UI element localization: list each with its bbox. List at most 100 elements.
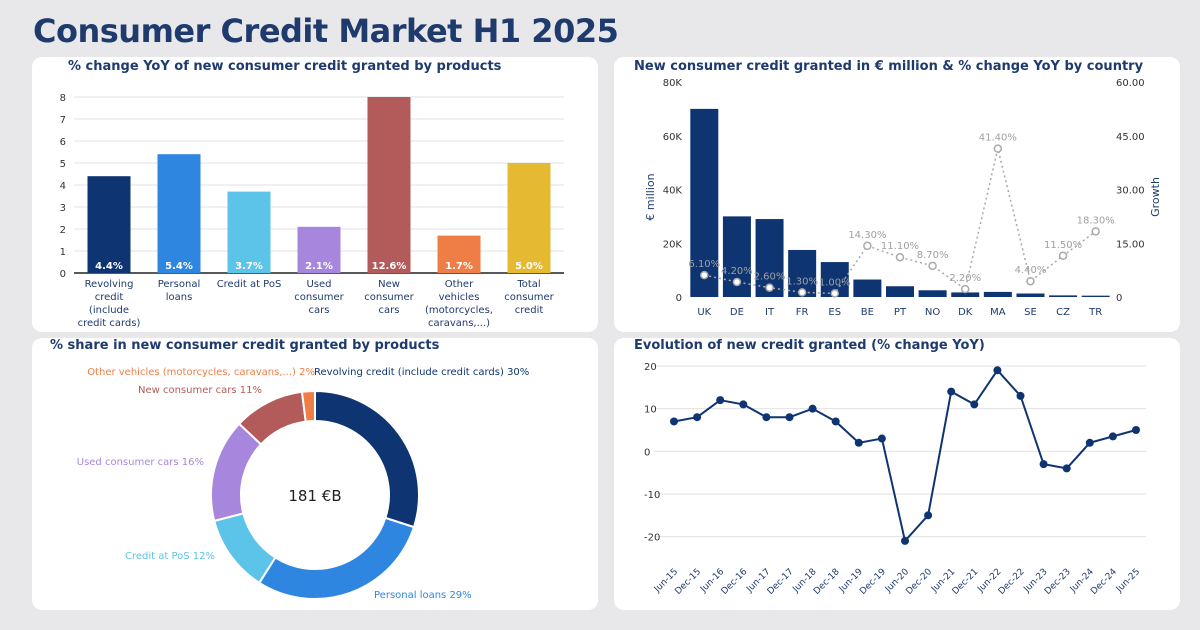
y2-axis-label: Growth [1149,177,1162,217]
x-tick-label: consumer [294,292,344,303]
x-tick-label: DE [730,307,744,318]
donut-center-label: 181 €B [288,487,341,505]
x-tick-label: BE [861,307,874,318]
slice-label: Personal loans 29% [374,590,472,601]
growth-point [797,288,807,297]
y-tick-label: 0 [644,447,650,458]
x-tick-label: Other [445,279,474,290]
x-tick-label: ES [828,307,841,318]
chart-share: Revolving credit (include credit cards) … [77,367,530,601]
y-axis-label: € million [644,173,657,220]
growth-point [1091,227,1100,236]
chart-products-yoy: 0 1 2 3 4 5 6 7 8 4.4% Revolving credit (include cred… [60,93,564,329]
x-tick-label: CZ [1056,307,1070,318]
evolution-point [1016,391,1025,400]
x-tick-label: consumer [504,292,554,303]
x-tick-label: Dec-21 [951,567,981,597]
x-tick-label: Dec-18 [812,567,842,597]
growth-label: 4.20% [721,266,753,277]
panel-title-products-yoy: % change YoY of new consumer credit gran… [68,59,502,74]
bar [507,163,551,273]
growth-label: 8.70% [917,250,949,261]
evolution-point [785,413,794,422]
x-tick-label: cars [309,305,330,316]
x-tick-label: vehicles [439,292,480,303]
bar [227,191,271,273]
evolution-point [739,400,748,409]
y2-tick-label: 0 [1116,293,1122,304]
chart-evolution: -20-1001020Jun-15Dec-15Jun-16Dec-16Jun-1… [644,362,1146,597]
x-tick-label: IT [765,307,775,318]
y-tick-label: 0 [676,293,682,304]
y-tick-label: 5 [60,159,66,170]
bar [1049,295,1078,297]
evolution-line [673,368,1137,544]
evolution-point [670,417,678,426]
x-tick-label: Dec-16 [720,567,750,597]
x-tick-label: Dec-23 [1043,567,1073,597]
x-tick-label: Used [306,279,331,290]
bar [87,176,131,273]
y-tick-label: 3 [60,203,66,214]
y2-tick-label: 30.00 [1116,186,1145,197]
bar [1081,295,1110,297]
x-tick-label: Total [516,279,540,290]
y-tick-label: 40K [663,186,683,197]
x-tick-label: Dec-24 [1089,567,1119,597]
x-tick-label: loans [166,292,193,303]
evolution-point [970,400,979,409]
growth-point [863,241,872,251]
data-label: 5.0% [515,261,543,272]
x-tick-label: Revolving [85,279,134,290]
bar [951,292,980,297]
evolution-point [877,434,886,443]
bar [918,290,947,297]
x-tick-label: credit cards) [78,318,141,329]
donut-slice [213,512,277,585]
evolution-point [716,396,725,405]
evolution-point [947,387,956,396]
y2-tick-label: 45.00 [1116,132,1145,143]
growth-point [1058,251,1068,261]
panel-country: New consumer credit granted in € million… [614,57,1180,332]
x-tick-label: credit [95,292,124,303]
evolution-point [854,438,863,447]
data-label: 12.6% [372,261,407,272]
bar [367,97,411,273]
growth-label: 2.20% [949,273,981,284]
x-tick-label: Dec-22 [997,567,1027,597]
evolution-point [1062,464,1071,473]
donut-slice [314,389,420,529]
growth-label: 4.40% [1015,265,1047,276]
x-tick-label: MA [990,307,1006,318]
slice-label: Used consumer cars 16% [77,457,204,468]
growth-point [993,144,1003,153]
panel-evolution: Evolution of new credit granted (% chang… [614,338,1180,610]
slice-label: Other vehicles (motorcycles, caravans,..… [87,367,315,378]
evolution-point [1085,438,1094,447]
donut-slice [257,516,416,600]
x-tick-label: (motorcycles, [425,305,493,316]
donut-slice [300,389,316,423]
y-tick-label: 60K [663,132,683,143]
bar [437,235,481,273]
x-tick-label: consumer [364,292,414,303]
x-tick-label: Credit at PoS [217,279,282,290]
bar [157,154,201,273]
panel-title-evolution: Evolution of new credit granted (% chang… [634,338,985,353]
growth-label: 14.30% [848,230,886,241]
y-tick-label: 0 [60,269,66,280]
growth-label: 1.00% [819,277,851,288]
y-tick-label: 10 [644,405,657,416]
panel-title-share: % share in new consumer credit granted b… [50,338,440,353]
slice-label: New consumer cars 11% [138,385,262,396]
data-label: 2.1% [305,261,333,272]
evolution-point [924,511,933,520]
evolution-point [693,413,702,422]
growth-point [700,270,709,280]
y-tick-label: 8 [60,93,66,104]
bar [690,108,719,297]
page-title: Consumer Credit Market H1 2025 [33,12,619,50]
y-tick-label: 2 [60,225,66,236]
y-tick-label: 20 [644,362,657,373]
